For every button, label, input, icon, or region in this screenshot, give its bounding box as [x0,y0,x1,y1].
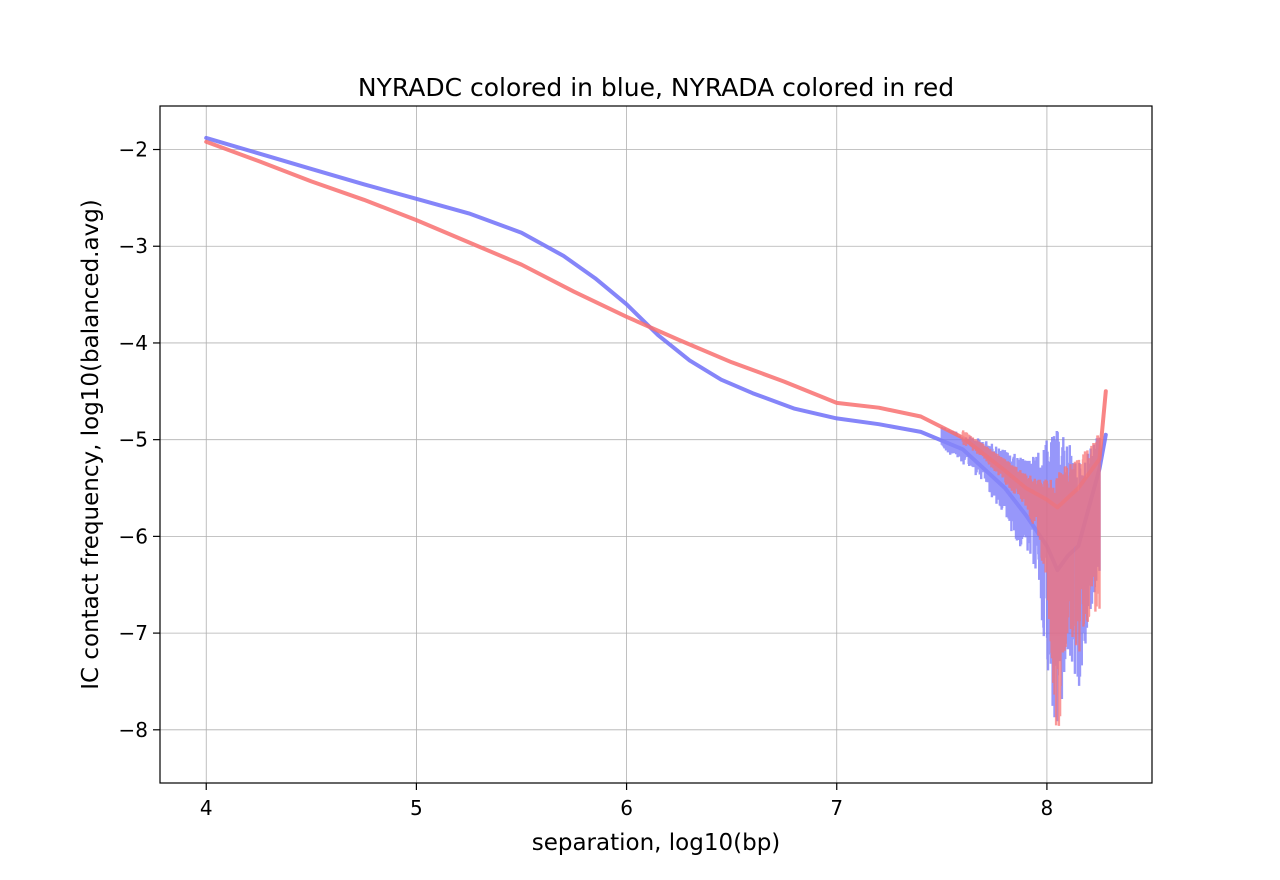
y-tick-label: −3 [119,234,148,258]
y-tick-label: −8 [119,718,148,742]
y-tick-label: −6 [119,524,148,548]
y-axis-label: IC contact frequency, log10(balanced.avg… [78,199,104,690]
x-tick-label: 7 [830,796,843,820]
x-tick-label: 8 [1041,796,1054,820]
series-line-nyrada [204,139,1108,510]
x-tick-label: 6 [620,796,633,820]
axes-frame [159,105,1153,784]
y-tick-label: −5 [119,428,148,452]
x-tick-label: 4 [200,796,213,820]
chart-title: NYRADC colored in blue, NYRADA colored i… [358,73,954,102]
axis-ticks: 4 5 6 7 8 −2 −3 −4 −5 −6 −7 −8 [119,138,1054,820]
y-tick-label: −7 [119,621,148,645]
y-tick-label: −4 [119,331,148,355]
x-tick-label: 5 [410,796,423,820]
x-axis-label: separation, log10(bp) [532,830,781,856]
series-nyrada [204,139,1108,726]
grid [160,106,1152,783]
y-tick-label: −2 [119,138,148,162]
plot-area [204,135,1108,726]
